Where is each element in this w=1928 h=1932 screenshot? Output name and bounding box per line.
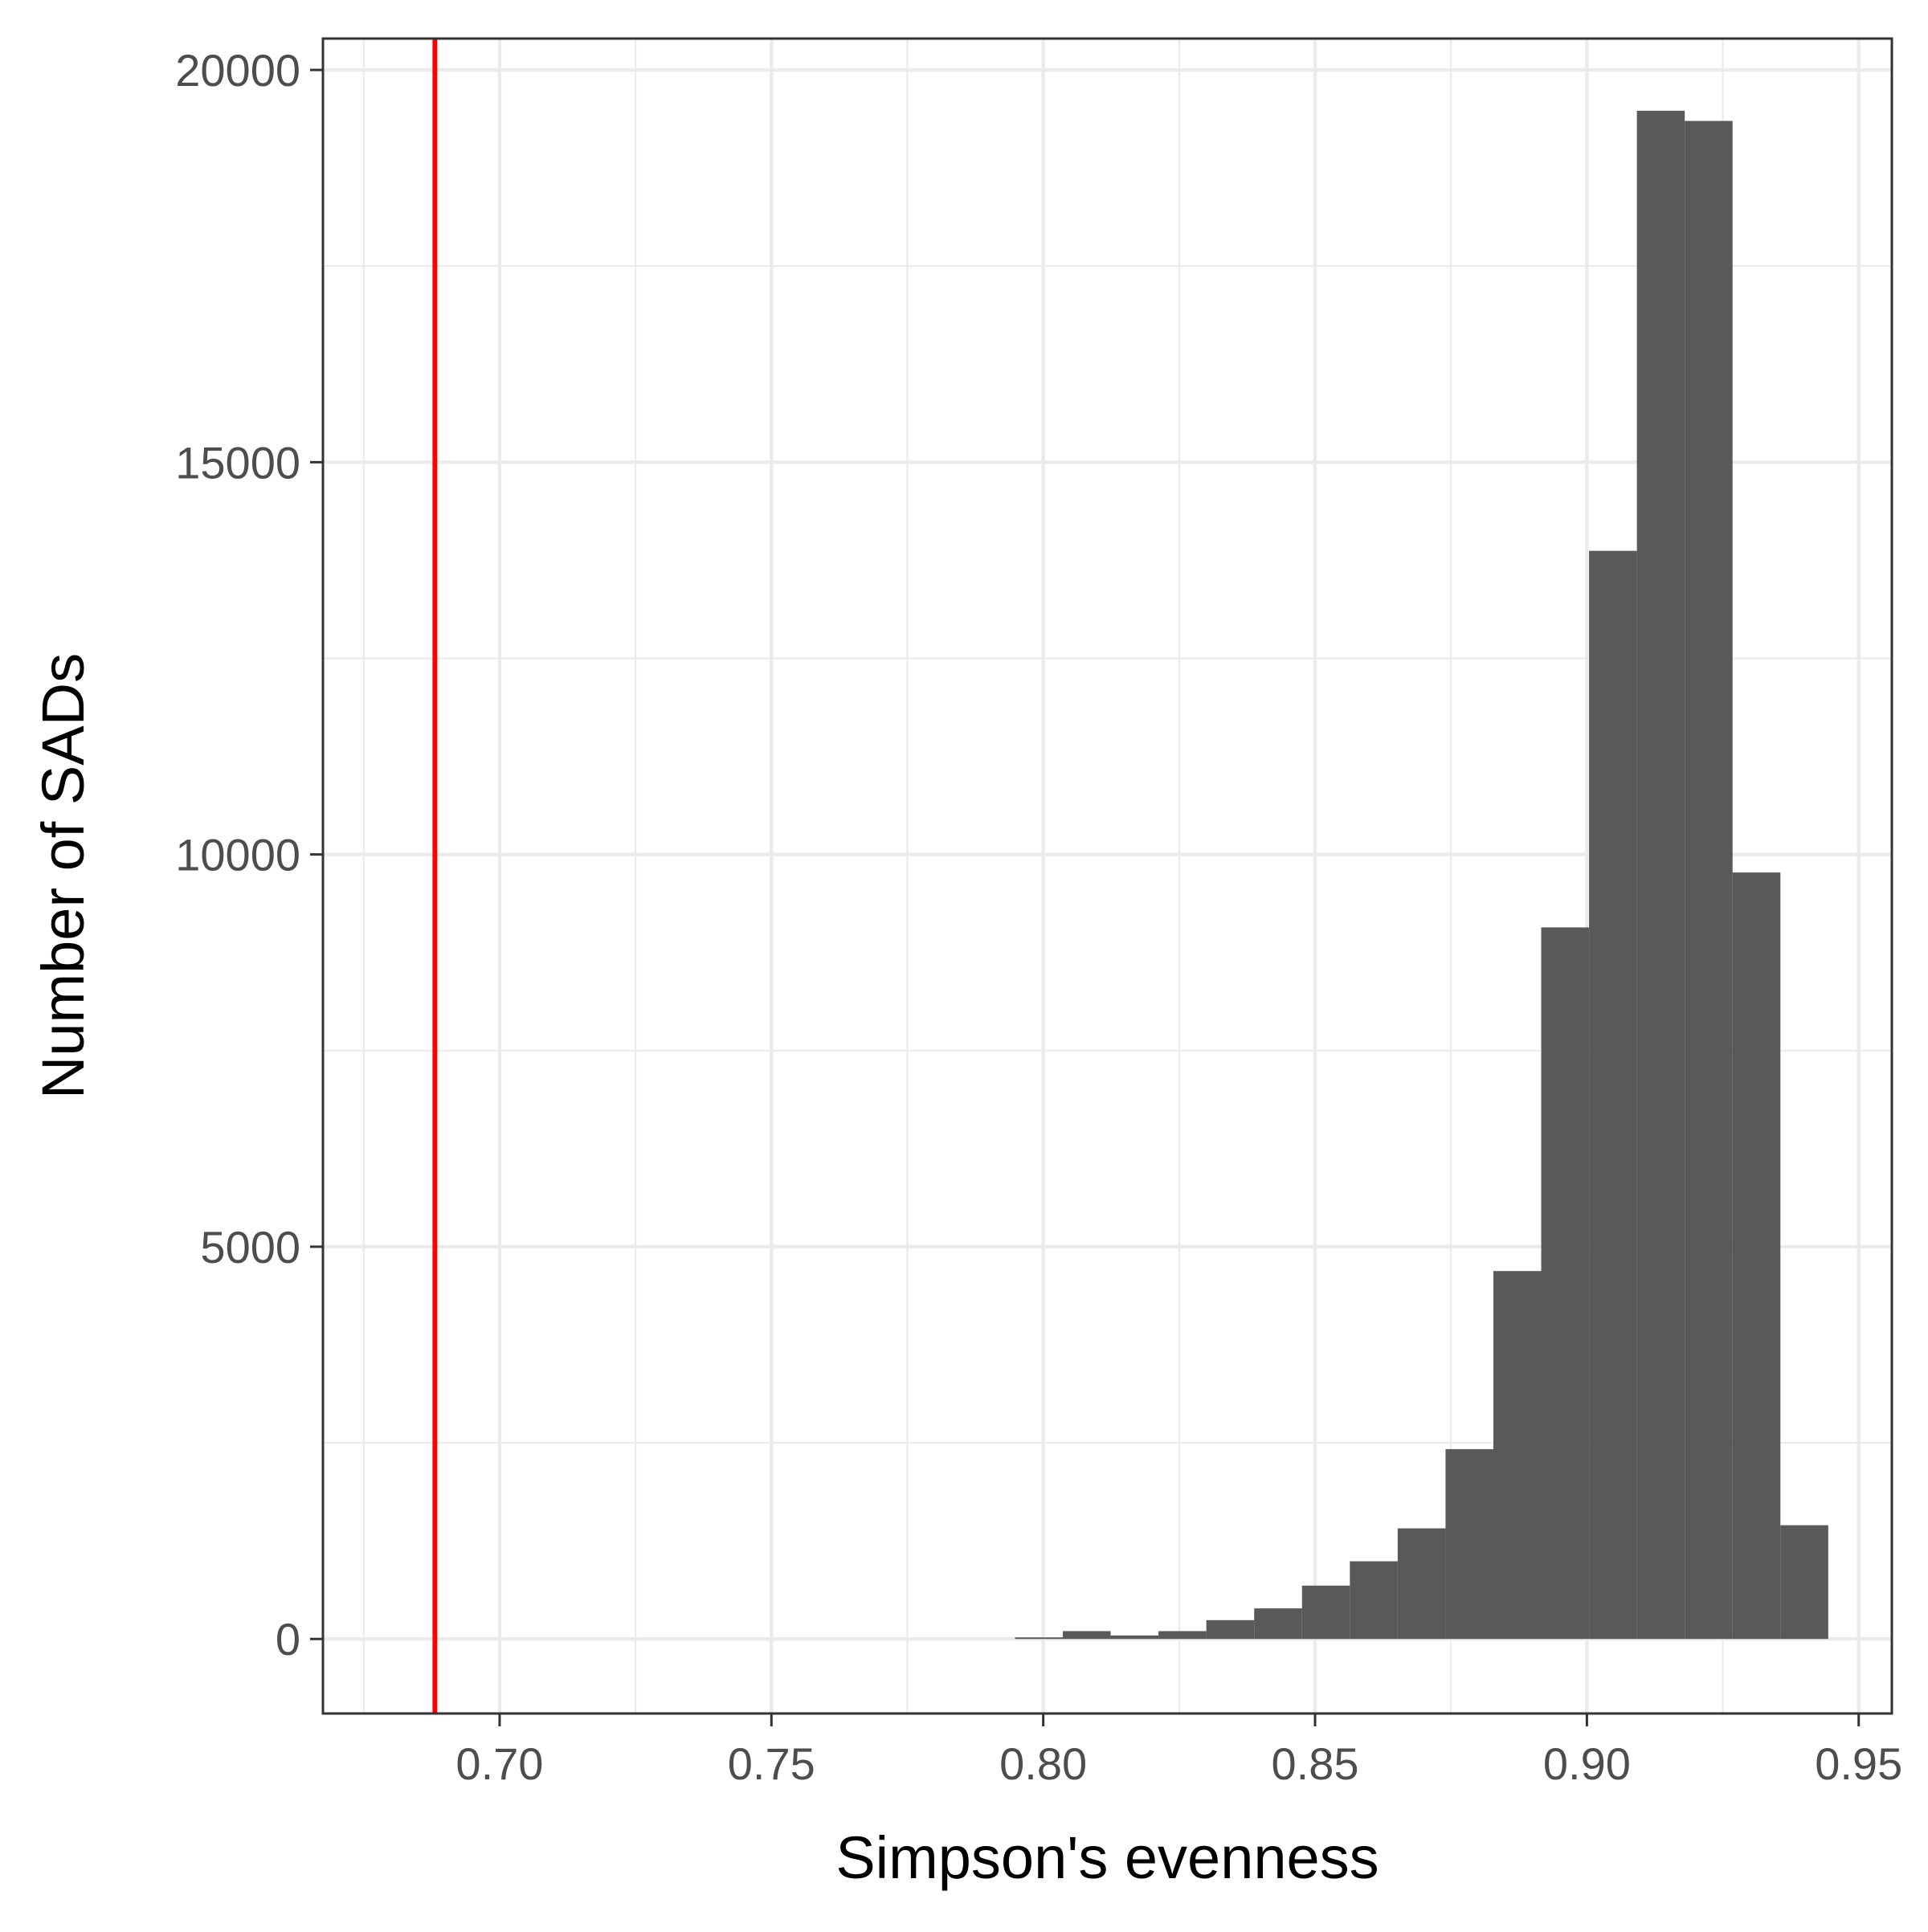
histogram-bar <box>1445 1448 1493 1640</box>
histogram-bar <box>1493 1271 1542 1640</box>
y-axis-title: Number of SADs <box>30 653 96 1099</box>
histogram-bar <box>1110 1635 1159 1640</box>
histogram-bar <box>1158 1631 1207 1640</box>
y-tick-label: 10000 <box>175 830 300 880</box>
histogram-bar <box>1780 1525 1828 1640</box>
histogram-bar <box>1589 550 1637 1640</box>
histogram-bar <box>1541 927 1590 1640</box>
y-tick-label: 15000 <box>175 437 300 488</box>
histogram-bars <box>1015 110 1828 1640</box>
panel-border <box>321 37 1893 1715</box>
histogram-bar <box>1685 120 1733 1640</box>
histogram-bar <box>1397 1528 1446 1640</box>
x-axis-title: Simpson's evenness <box>835 1824 1379 1891</box>
x-tick-label: 0.75 <box>728 1738 815 1789</box>
y-tick-label: 5000 <box>200 1222 300 1272</box>
y-axis: 0 5000 10000 15000 20000 <box>175 45 323 1664</box>
histogram-bar <box>1063 1631 1111 1640</box>
histogram-bar <box>1636 110 1685 1640</box>
histogram-bar <box>1732 872 1781 1640</box>
x-axis: 0.70 0.75 0.80 0.85 0.90 0.95 <box>455 1713 1902 1789</box>
y-tick-label: 20000 <box>175 45 300 96</box>
histogram-bar <box>1350 1561 1398 1640</box>
histogram-bar <box>1206 1620 1255 1640</box>
histogram-bar <box>1301 1585 1350 1640</box>
x-tick-label: 0.90 <box>1543 1738 1631 1789</box>
histogram-bar <box>1015 1637 1064 1640</box>
y-tick-label: 0 <box>276 1614 300 1664</box>
histogram-bar <box>1254 1608 1302 1640</box>
x-tick-label: 0.80 <box>999 1738 1087 1789</box>
x-tick-label: 0.95 <box>1815 1738 1902 1789</box>
x-tick-label: 0.70 <box>455 1738 543 1789</box>
x-tick-label: 0.85 <box>1272 1738 1359 1789</box>
